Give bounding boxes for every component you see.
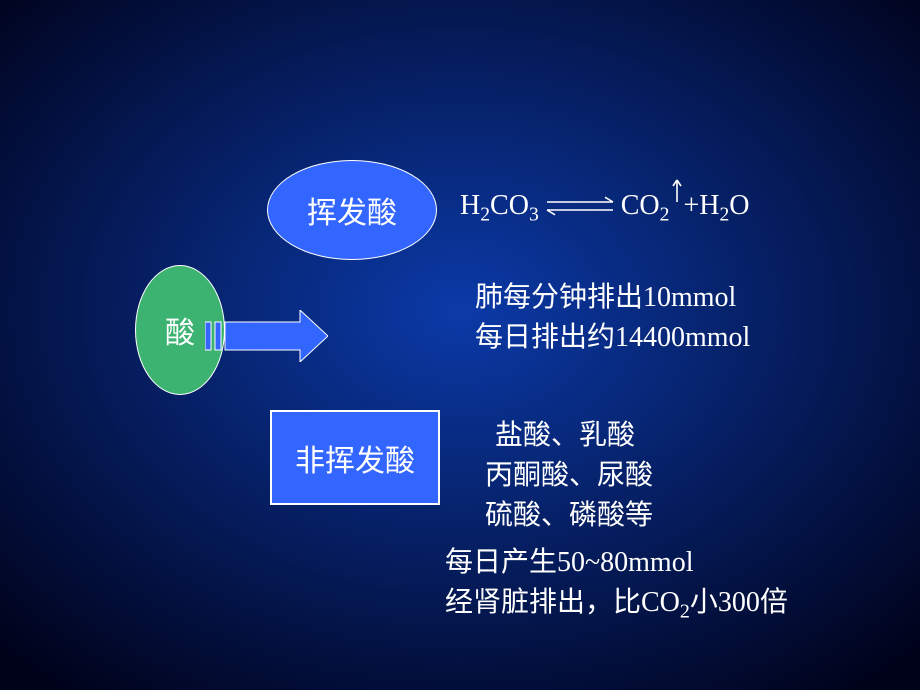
text-nonvol_line5: 经肾脏排出，比CO2小300倍 [445, 580, 788, 620]
formula-reactant: H2CO3 [460, 190, 539, 222]
shape-label-acid_source: 酸 [165, 308, 195, 352]
text-nonvol_line5-sub: 2 [680, 601, 690, 623]
text-nonvol_line5-post: 小300倍 [690, 587, 788, 618]
text-nonvol_line3: 硫酸、磷酸等 [485, 493, 653, 533]
shape-nonvolatile_acid: 非挥发酸 [270, 410, 440, 505]
text-nonvol_line2: 丙酮酸、尿酸 [485, 453, 653, 493]
text-volatile_line1: 肺每分钟排出10mmol [475, 275, 736, 315]
gas-up-arrow-icon [671, 176, 683, 204]
connector-arrow [205, 310, 328, 362]
slide-stage: 酸 挥发酸非挥发酸 H2CO3 CO2 +H2O 肺每分钟排出10mmol每日排出约14… [0, 0, 920, 690]
formula: H2CO3 CO2 +H2O [460, 190, 750, 222]
shape-label-volatile_acid: 挥发酸 [307, 188, 397, 232]
shape-label-nonvolatile_acid: 非挥发酸 [295, 436, 415, 480]
equilibrium-arrow-icon [545, 195, 615, 217]
shape-volatile_acid: 挥发酸 [267, 160, 437, 260]
formula-product-co2: CO2 [621, 190, 670, 222]
text-nonvol_line5-pre: 经肾脏排出，比CO [445, 587, 680, 618]
text-volatile_line2: 每日排出约14400mmol [475, 315, 750, 355]
text-nonvol_line1: 盐酸、乳酸 [495, 413, 635, 453]
text-nonvol_line4: 每日产生50~80mmol [445, 540, 694, 580]
formula-product-h2o: H2O [699, 190, 749, 222]
formula-plus: + [683, 190, 699, 222]
